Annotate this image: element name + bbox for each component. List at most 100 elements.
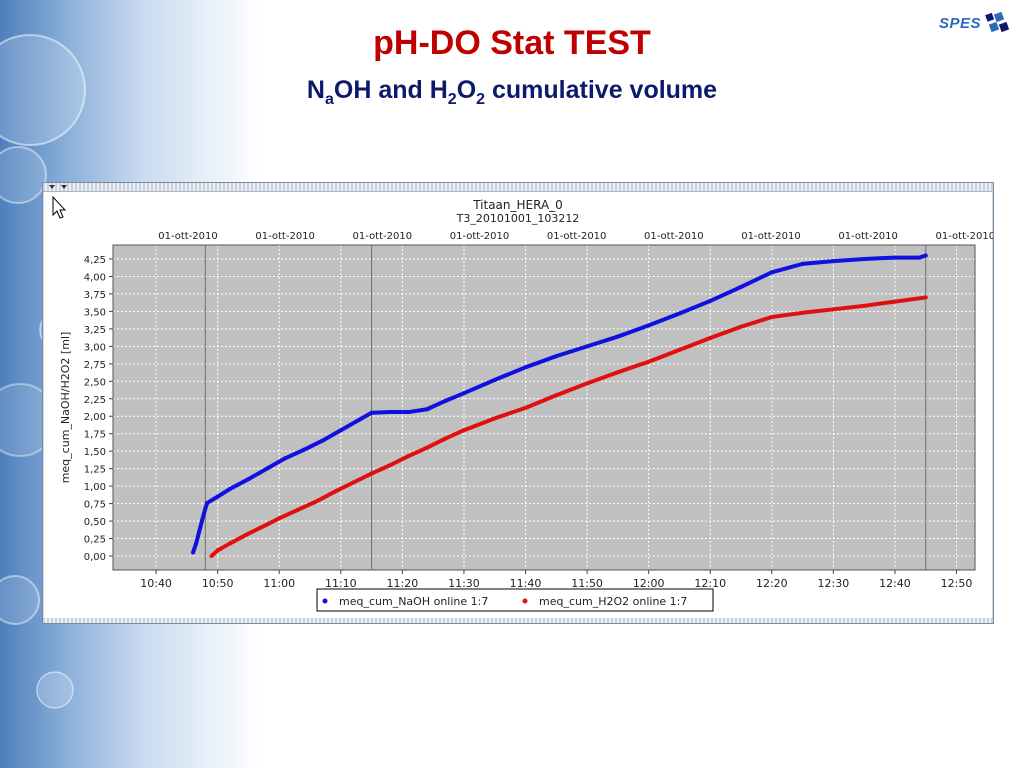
y-axis-ticks: 0,00 0,25 0,50 0,75 1,00 1,25 1,50 1,75 2,00 2,25… [84,255,113,563]
top-date-label: 01-ott-2010 [644,231,704,242]
top-date-labels: 01-ott-2010 01-ott-2010 01-ott-2010 01-ott-… [158,231,993,242]
data-point [215,548,220,553]
data-point [246,531,251,536]
top-date-label: 01-ott-2010 [547,231,607,242]
data-point [892,299,897,304]
data-point [862,303,867,308]
y-tick-label: 3,25 [84,325,106,336]
toolbar-arrows-icon[interactable] [47,183,87,191]
data-point [892,255,897,260]
y-tick-label: 1,00 [84,482,106,493]
top-date-label: 01-ott-2010 [353,231,413,242]
data-point [615,370,620,375]
y-tick-label: 2,75 [84,360,106,371]
y-tick-label: 3,75 [84,290,106,301]
x-tick-label: 11:20 [387,577,419,590]
logo-text: SPES [938,14,981,32]
top-date-label: 01-ott-2010 [838,231,898,242]
legend-box [316,588,714,612]
data-point [264,466,269,471]
chart-title: Titaan_HERA_0 [472,198,563,212]
mouse-pointer-icon [52,195,67,219]
data-point [443,398,448,403]
data-point [200,517,205,522]
chart-canvas: Titaan_HERA_0 T3_20101001_103212 01-ott-… [52,195,993,612]
y-tick-label: 2,00 [84,412,106,423]
data-point [708,335,713,340]
data-point [388,463,393,468]
x-tick-label: 12:20 [756,577,788,590]
data-point [585,381,590,386]
plot-border [112,244,976,571]
data-point [554,354,559,359]
data-point [357,417,362,422]
series-layer [191,253,928,559]
data-point [800,261,805,266]
data-point [677,311,682,316]
x-tick-label: 10:40 [140,577,172,590]
top-date-label: 01-ott-2010 [741,231,801,242]
data-point [917,255,922,260]
data-point [215,494,220,499]
y-tick-label: 4,00 [84,272,106,283]
data-point [227,486,232,491]
x-tick-label: 11:50 [571,577,603,590]
data-point [320,438,325,443]
legend: meq_cum_NaOH online 1:7 meq_cum_H2O2 onli… [316,588,714,612]
y-tick-label: 3,00 [84,342,106,353]
x-tick-label: 11:40 [510,577,542,590]
data-point [461,428,466,433]
legend-label: meq_cum_NaOH online 1:7 [339,595,488,608]
subtitle-part: cumulative volume [485,76,718,104]
data-point [301,447,306,452]
data-point [677,347,682,352]
data-point [708,298,713,303]
x-tick-label: 12:50 [941,577,973,590]
x-axis-ticks: 10:40 10:50 11:00 11:10 11:20 11:30 11:40 11:50… [140,570,972,590]
data-point [739,324,744,329]
x-tick-label: 12:40 [879,577,911,590]
y-axis-label: meq_cum_NaOH/H2O2 [ml] [59,332,72,484]
data-point [585,344,590,349]
subtitle-subscript: 2 [447,91,457,108]
legend-marker [522,598,528,604]
chart-window-toolbar [43,183,993,192]
y-tick-label: 1,50 [84,447,106,458]
data-point [369,471,374,476]
data-point [406,454,411,459]
data-point [194,541,199,546]
slide-subtitle: NaOH and H2O2 cumulative volume [0,76,1024,109]
subtitle-part: O [456,76,477,104]
chart-window: Titaan_HERA_0 T3_20101001_103212 01-ott-… [42,182,994,624]
x-tick-label: 10:50 [202,577,234,590]
logo-mark-icon [985,12,1010,33]
data-point [923,295,928,300]
data-point [191,550,196,555]
x-tick-label: 12:10 [694,577,726,590]
data-point [425,407,430,412]
grid-lines [112,244,976,571]
data-point [295,507,300,512]
subtitle-subscript: 2 [476,91,486,108]
slide-title: pH-DO Stat TEST [373,24,651,62]
data-point [246,477,251,482]
data-point [406,410,411,415]
y-tick-label: 2,25 [84,395,106,406]
data-point [800,310,805,315]
data-point [831,307,836,312]
data-point [523,405,528,410]
top-date-label: 01-ott-2010 [255,231,315,242]
data-point [425,445,430,450]
data-point [227,541,232,546]
subtitle-subscript: a [324,91,334,108]
data-point [646,359,651,364]
data-point [351,480,356,485]
y-tick-label: 0,25 [84,535,106,546]
x-tick-label: 12:30 [818,577,850,590]
data-point [338,428,343,433]
subtitle-part: N [306,76,325,104]
y-tick-label: 2,50 [84,377,106,388]
top-date-label: 01-ott-2010 [936,231,993,242]
spes-logo: SPES [939,12,1010,34]
data-point [769,314,774,319]
